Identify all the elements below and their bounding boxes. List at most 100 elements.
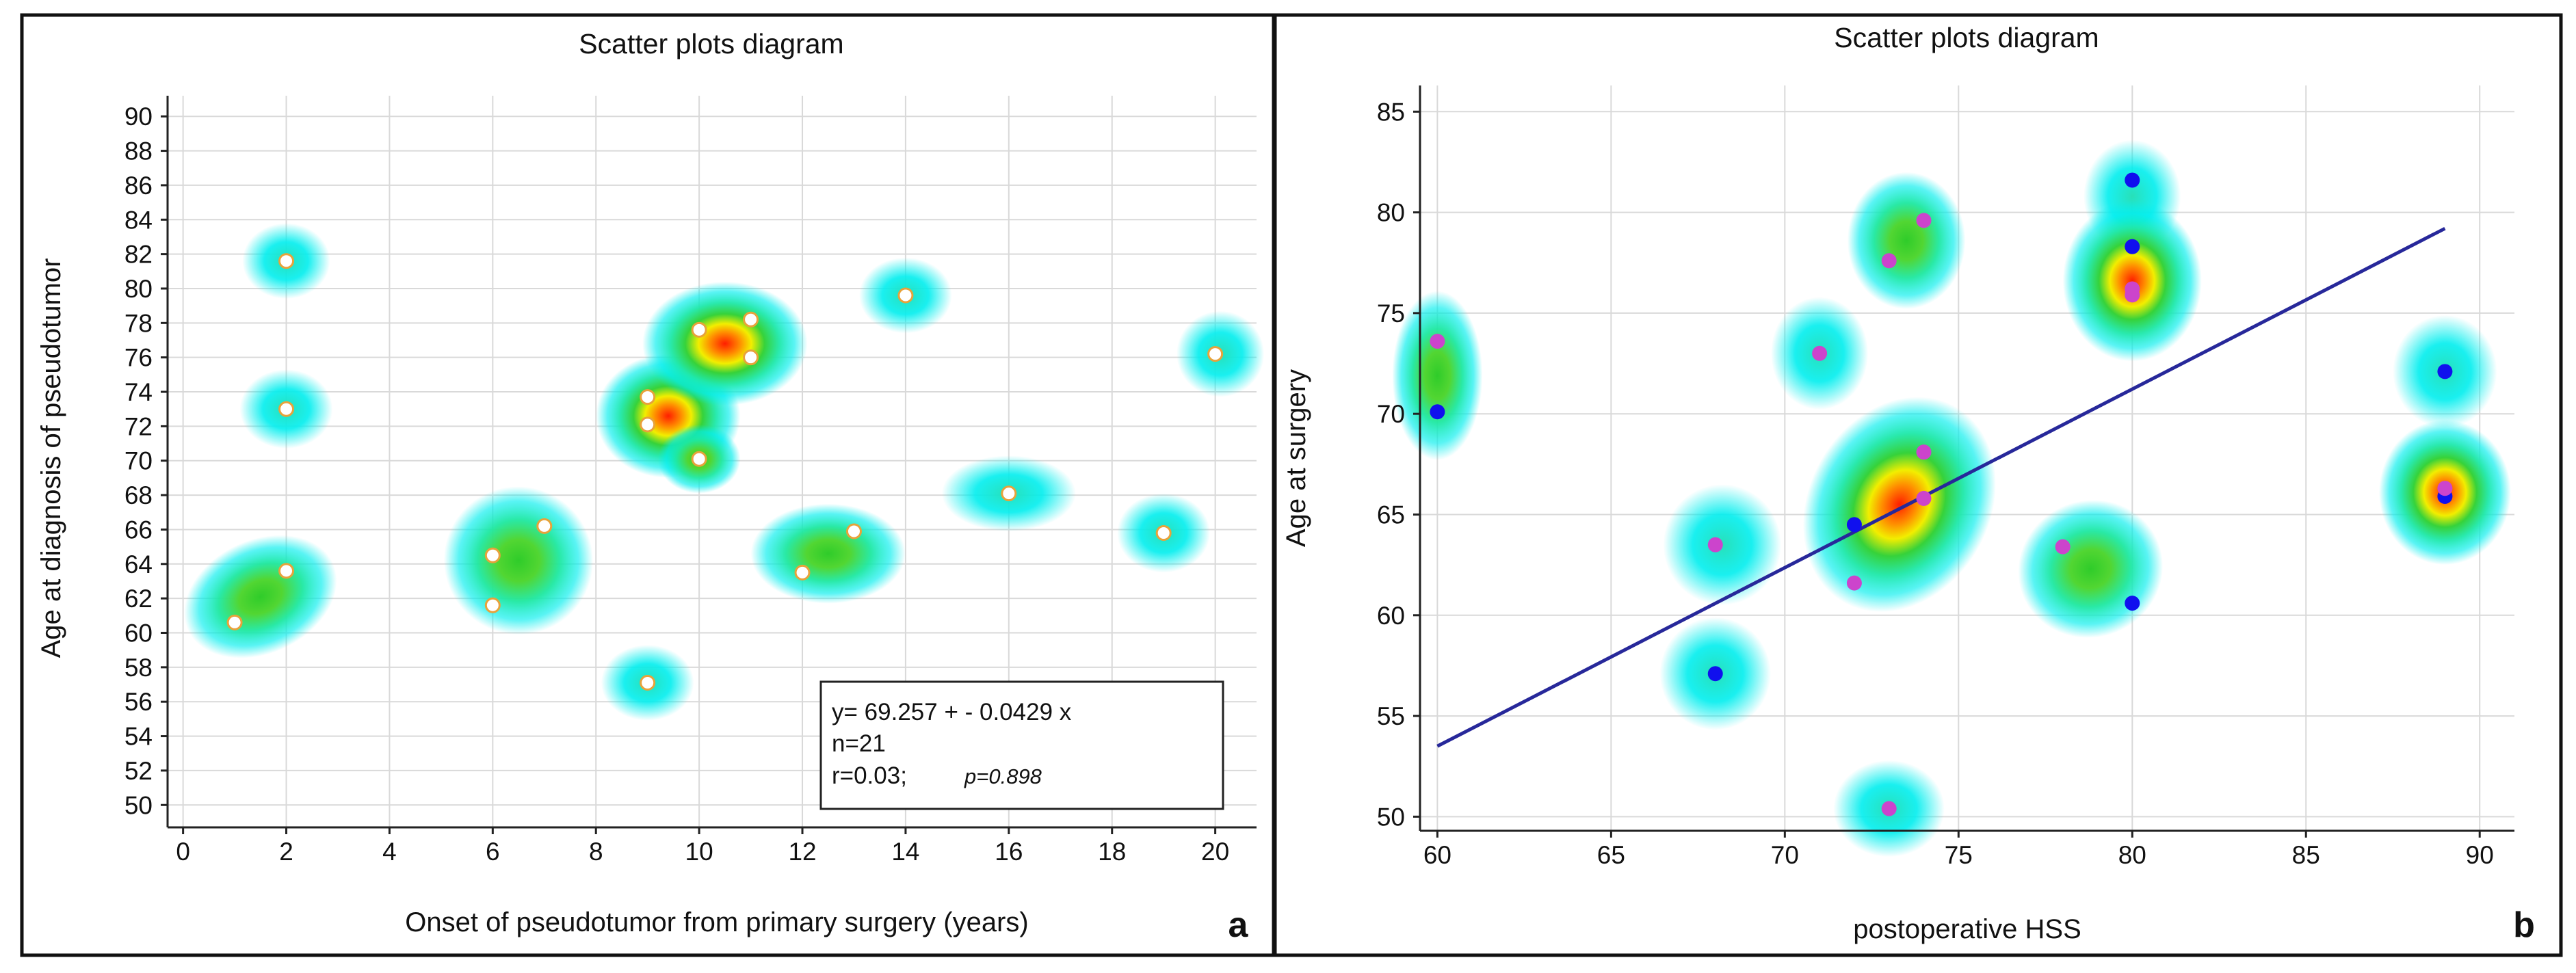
x-tick-label: 60 [1423, 841, 1451, 869]
x-tick-label: 75 [1945, 841, 1973, 869]
y-tick-label: 84 [124, 206, 153, 234]
y-tick-label: 54 [124, 723, 153, 751]
x-tick-label: 6 [486, 838, 500, 866]
data-point [1430, 334, 1445, 349]
data-point [743, 311, 759, 328]
panel-a-x-axis-title: Onset of pseudotumor from primary surger… [405, 907, 1028, 937]
x-tick-label: 80 [2118, 841, 2146, 869]
density-blob [750, 503, 906, 604]
data-point [1881, 801, 1897, 816]
data-point [640, 416, 656, 433]
data-point [2125, 172, 2140, 188]
panel-b-y-axis-title: Age at surgery [1281, 369, 1311, 547]
data-point [226, 614, 243, 630]
y-tick-label: 70 [124, 447, 153, 475]
panel-b-title: Scatter plots diagram [1834, 22, 2099, 53]
stats-box-frame [819, 680, 1224, 810]
x-tick-label: 14 [891, 838, 919, 866]
density-blob [1847, 172, 1966, 309]
y-tick-label: 78 [124, 309, 153, 337]
panel-b-frame [1273, 13, 2563, 957]
y-tick-label: 80 [1377, 199, 1405, 227]
data-point [484, 597, 501, 613]
panel-b-points [1430, 172, 2453, 816]
data-point [1430, 404, 1445, 420]
panel-a-title: Scatter plots diagram [579, 28, 843, 59]
panel-a-stats-box: y= 69.257 + - 0.0429 x n=21 r=0.03; p=0.… [819, 680, 1224, 810]
data-point [1846, 517, 1862, 533]
data-point [2437, 364, 2453, 379]
y-tick-label: 70 [1377, 400, 1405, 428]
data-point [743, 349, 759, 366]
y-tick-label: 86 [124, 172, 153, 200]
panel-a-letter: a [1228, 905, 1249, 945]
density-blob [1802, 397, 1996, 613]
panel-b-x-axis-title: postoperative HSS [1853, 914, 2081, 944]
panel-b-letter: b [2513, 905, 2535, 945]
x-tick-label: 12 [788, 838, 816, 866]
y-tick-label: 74 [124, 378, 153, 406]
x-tick-label: 20 [1201, 838, 1229, 866]
data-point [1812, 345, 1828, 361]
y-tick-label: 75 [1377, 299, 1405, 328]
y-tick-label: 64 [124, 550, 153, 578]
data-point [1881, 253, 1897, 269]
panel-a-points [226, 253, 1224, 691]
x-tick-label: 16 [995, 838, 1023, 866]
data-point [278, 401, 295, 417]
y-tick-label: 82 [124, 241, 153, 269]
data-point [2125, 287, 2140, 303]
y-tick-label: 90 [124, 103, 153, 131]
data-point [1707, 537, 1723, 552]
y-tick-label: 60 [1377, 602, 1405, 630]
data-point [1207, 346, 1224, 362]
x-tick-label: 70 [1771, 841, 1799, 869]
data-point [897, 287, 914, 304]
panel-a-axes: 0 2 4 6 8 10 12 14 16 18 2050525456586062646668707… [124, 96, 1257, 866]
data-point [1155, 524, 1172, 541]
data-point [794, 564, 811, 581]
panel-b-regression [1436, 226, 2446, 748]
panel-b: 60 65 70 75 80 85 90 50 55 60 65 70 75 80 85 Scatter p… [1273, 13, 2563, 957]
data-point [1001, 485, 1017, 502]
y-tick-label: 68 [124, 481, 153, 509]
x-tick-label: 8 [589, 838, 603, 866]
data-point [1707, 666, 1723, 682]
x-tick-label: 4 [382, 838, 397, 866]
x-tick-label: 90 [2466, 841, 2494, 869]
data-point [845, 523, 862, 539]
y-tick-label: 85 [1377, 98, 1405, 126]
x-tick-label: 10 [685, 838, 713, 866]
stats-p: p=0.898 [964, 764, 1042, 788]
x-tick-label: 18 [1098, 838, 1126, 866]
y-tick-label: 66 [124, 516, 153, 544]
y-tick-label: 50 [1377, 803, 1405, 831]
data-point [2125, 239, 2140, 254]
x-tick-label: 65 [1597, 841, 1625, 869]
data-point [1916, 444, 1932, 460]
y-tick-label: 88 [124, 137, 153, 165]
data-point [691, 321, 707, 338]
regression-line [1436, 226, 2446, 748]
y-tick-label: 58 [124, 654, 153, 682]
data-point [2437, 481, 2453, 496]
x-tick-label: 2 [279, 838, 293, 866]
density-blob [184, 535, 337, 658]
y-tick-label: 56 [124, 688, 153, 716]
data-point [278, 563, 295, 579]
panel-a-y-axis-title: Age at diagnosis of pseudotumor [36, 258, 66, 658]
data-point [484, 547, 501, 563]
y-tick-label: 55 [1377, 702, 1405, 730]
data-point [691, 451, 707, 467]
density-blob [642, 281, 808, 406]
density-blob [443, 486, 594, 635]
data-point [278, 253, 295, 269]
stats-r: r=0.03; [832, 762, 907, 789]
y-tick-label: 76 [124, 344, 153, 372]
y-tick-label: 62 [124, 585, 153, 613]
y-tick-label: 52 [124, 757, 153, 785]
y-tick-label: 72 [124, 412, 153, 440]
density-blob [2062, 200, 2202, 362]
y-tick-label: 60 [124, 619, 153, 648]
